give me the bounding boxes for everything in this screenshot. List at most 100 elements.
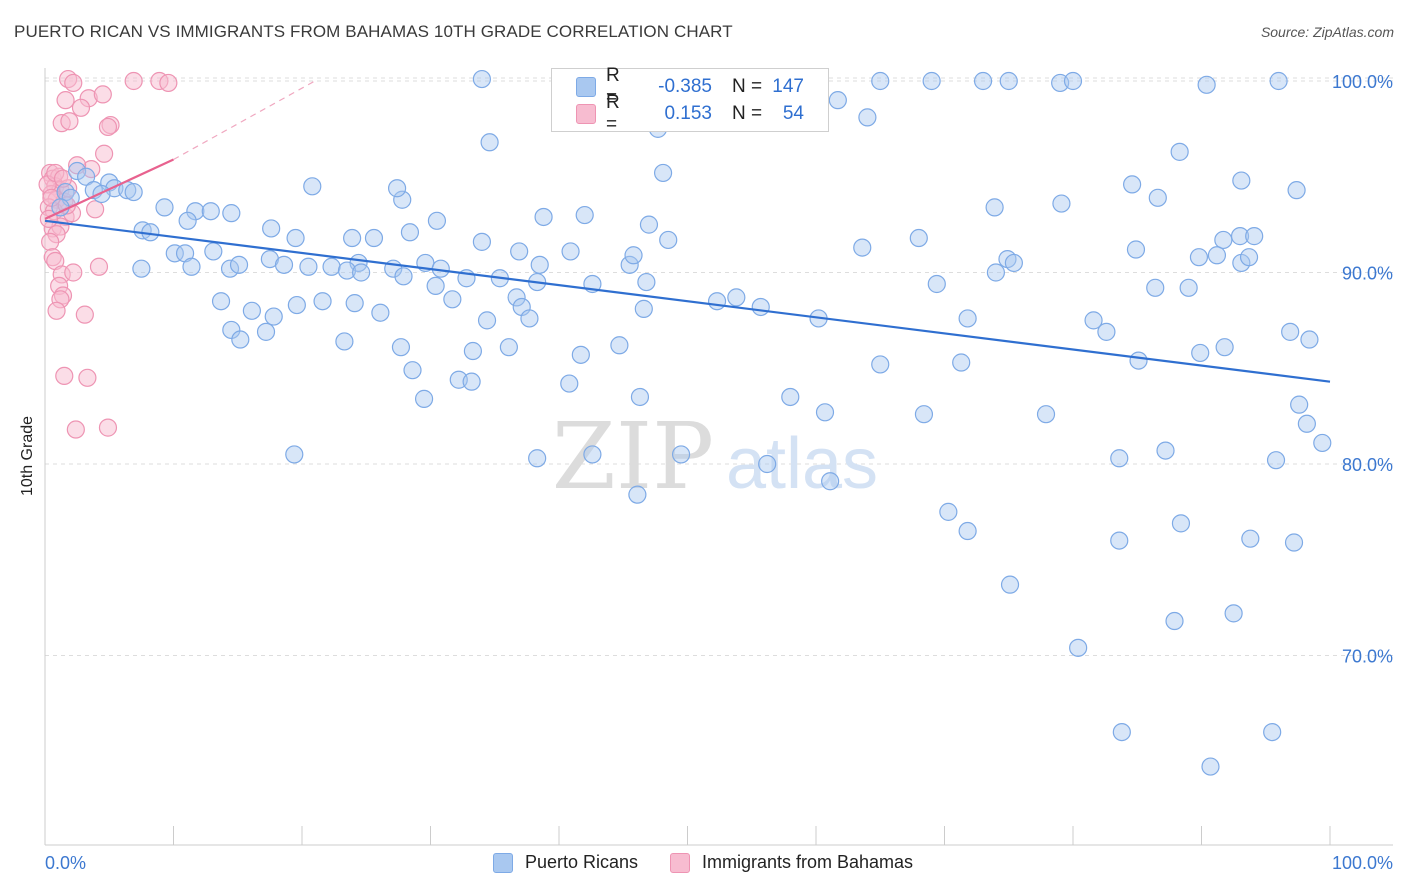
- legend-n-value: 54: [782, 103, 804, 124]
- data-point-puerto-ricans: [211, 292, 231, 311]
- data-point-puerto-ricans: [639, 215, 659, 234]
- data-point-puerto-ricans: [1189, 248, 1209, 267]
- x-tick-label: 100.0%: [1332, 853, 1393, 873]
- data-point-puerto-ricans: [1063, 71, 1083, 91]
- data-point-puerto-ricans: [92, 184, 111, 204]
- data-point-bahamas: [66, 420, 85, 439]
- data-point-puerto-ricans: [414, 389, 434, 408]
- data-point-bahamas: [56, 91, 75, 110]
- data-point-puerto-ricans: [520, 309, 539, 328]
- data-point-bahamas: [64, 263, 83, 282]
- trend-lines: [44, 80, 1331, 383]
- data-point-puerto-ricans: [958, 521, 977, 541]
- data-point-puerto-ricans: [182, 257, 201, 276]
- data-point-puerto-ricans: [1245, 227, 1264, 246]
- data-point-puerto-ricans: [922, 71, 941, 91]
- data-point-puerto-ricans: [480, 133, 499, 152]
- legend-item-bahamas[interactable]: Immigrants from Bahamas: [670, 852, 913, 873]
- data-point-puerto-ricans: [264, 307, 283, 326]
- data-point-puerto-ricans: [1112, 722, 1131, 742]
- data-point-puerto-ricans: [958, 309, 977, 328]
- data-point-bahamas: [98, 117, 118, 137]
- data-point-puerto-ricans: [1110, 531, 1129, 550]
- data-point-puerto-ricans: [952, 353, 971, 372]
- data-point-puerto-ricans: [560, 374, 579, 393]
- data-point-puerto-ricans: [871, 71, 890, 91]
- data-point-bahamas: [41, 232, 60, 251]
- source-label[interactable]: Source: ZipAtlas.com: [1260, 24, 1394, 40]
- data-point-bahamas: [53, 169, 73, 188]
- data-point-puerto-ricans: [858, 108, 877, 127]
- legend-r-label: R =: [606, 92, 620, 135]
- data-point-puerto-ricans: [1300, 330, 1319, 349]
- data-point-puerto-ricans: [528, 449, 547, 468]
- data-point-puerto-ricans: [1170, 142, 1189, 161]
- data-point-puerto-ricans: [303, 177, 322, 196]
- data-point-puerto-ricans: [1165, 611, 1184, 631]
- data-point-puerto-ricans: [222, 204, 241, 223]
- data-point-puerto-ricans: [400, 223, 420, 242]
- data-point-puerto-ricans: [1224, 604, 1243, 623]
- data-point-puerto-ricans: [1215, 338, 1234, 357]
- data-point-puerto-ricans: [985, 198, 1004, 217]
- trend-line-puerto-ricans: [44, 219, 1331, 383]
- trend-line-bahamas: [44, 158, 174, 220]
- data-point-puerto-ricans: [472, 69, 491, 89]
- trend-line-bahamas-extension: [173, 80, 316, 161]
- data-point-puerto-ricans: [828, 91, 847, 110]
- data-point-puerto-ricans: [507, 288, 526, 307]
- data-point-bahamas: [78, 368, 97, 387]
- y-tick-label: 70.0%: [1342, 647, 1393, 667]
- data-point-puerto-ricans: [630, 387, 650, 407]
- data-point-puerto-ricans: [999, 71, 1018, 91]
- legend-label-puerto-ricans: Puerto Ricans: [524, 852, 638, 872]
- data-point-puerto-ricans: [659, 230, 678, 250]
- data-point-puerto-ricans: [634, 299, 653, 318]
- data-point-bahamas: [64, 73, 83, 93]
- data-point-puerto-ricans: [313, 292, 332, 311]
- data-point-puerto-ricans: [1146, 278, 1165, 297]
- data-point-puerto-ricans: [1214, 230, 1233, 250]
- data-point-puerto-ricans: [1232, 171, 1251, 190]
- data-point-puerto-ricans: [256, 322, 276, 341]
- data-point-puerto-ricans: [815, 403, 835, 422]
- legend-r-label: R =: [606, 65, 620, 108]
- data-point-puerto-ricans: [220, 259, 240, 278]
- data-point-puerto-ricans: [628, 485, 647, 504]
- data-point-puerto-ricans: [1126, 240, 1146, 259]
- data-point-puerto-ricans: [165, 244, 184, 263]
- data-point-puerto-ricans: [132, 259, 151, 278]
- gridlines: [45, 77, 1393, 656]
- y-axis-label: 10th Grade: [19, 415, 36, 497]
- data-point-puerto-ricans: [499, 338, 518, 357]
- data-point-puerto-ricans: [1129, 351, 1148, 370]
- data-point-puerto-ricans: [1191, 343, 1210, 363]
- data-point-puerto-ricans: [393, 190, 412, 209]
- data-point-puerto-ricans: [575, 205, 594, 225]
- data-point-puerto-ricans: [443, 290, 462, 309]
- data-point-puerto-ricans: [287, 295, 306, 315]
- data-point-bahamas: [60, 112, 79, 131]
- data-point-puerto-ricans: [345, 294, 364, 313]
- data-point-puerto-ricans: [530, 255, 549, 274]
- data-point-puerto-ricans: [337, 261, 357, 280]
- data-point-bahamas: [75, 305, 94, 324]
- data-point-bahamas: [86, 200, 105, 219]
- legend-r-value: -0.385: [658, 76, 712, 97]
- data-point-puerto-ricans: [781, 387, 800, 407]
- data-point-puerto-ricans: [427, 211, 447, 230]
- data-point-puerto-ricans: [178, 211, 197, 230]
- data-point-puerto-ricans: [322, 257, 341, 276]
- data-point-puerto-ricans: [231, 330, 250, 349]
- data-point-puerto-ricans: [1004, 253, 1023, 273]
- data-point-bahamas: [93, 85, 112, 104]
- legend-item-puerto-ricans[interactable]: Puerto Ricans: [492, 852, 638, 873]
- data-point-puerto-ricans: [727, 288, 746, 307]
- data-point-puerto-ricans: [1123, 175, 1142, 194]
- data-point-bahamas: [159, 73, 178, 93]
- data-point-puerto-ricans: [1000, 575, 1020, 594]
- data-point-puerto-ricans: [1197, 75, 1216, 94]
- data-point-puerto-ricans: [1287, 181, 1306, 200]
- legend-row-puerto-ricans: R = -0.385 N = 147: [576, 65, 804, 108]
- data-point-puerto-ricans: [371, 303, 390, 322]
